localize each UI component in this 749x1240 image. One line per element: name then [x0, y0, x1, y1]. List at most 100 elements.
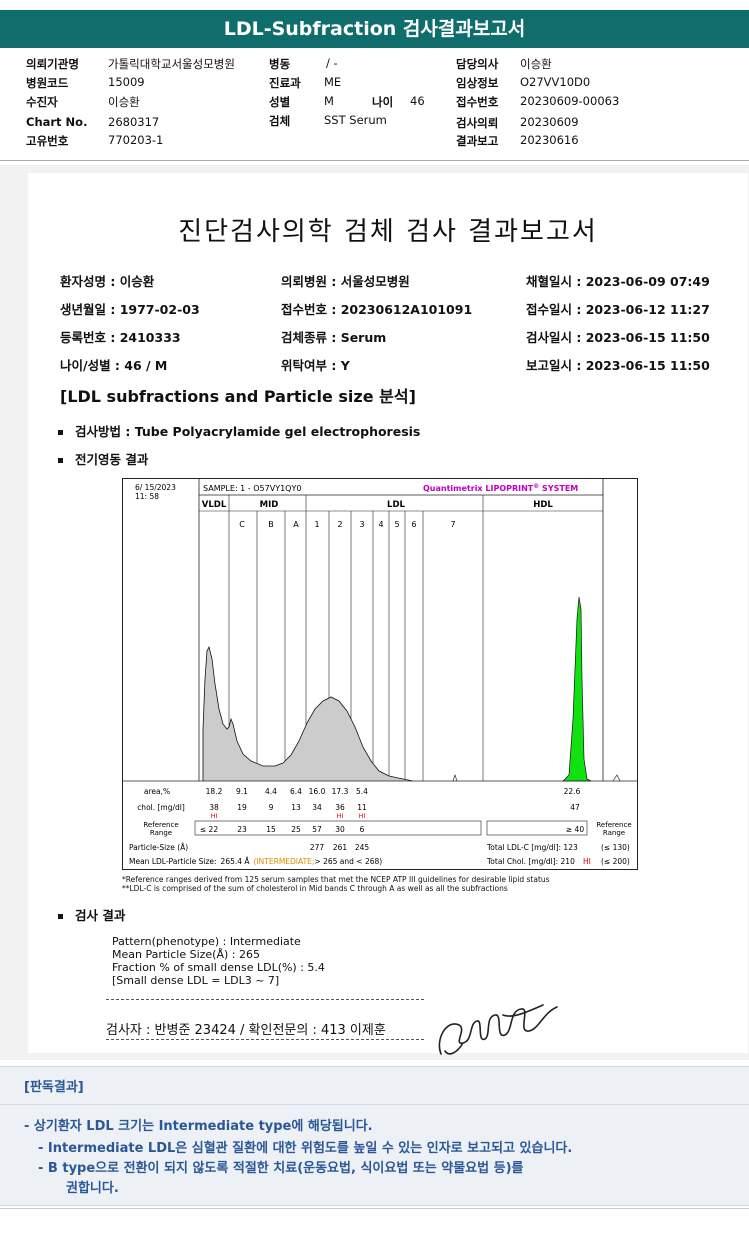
field-label: 검체 [269, 114, 291, 128]
info-test-time: 검사일시 : 2023-06-15 11:50 [526, 330, 710, 345]
svg-text:277: 277 [310, 843, 325, 852]
mean-text: Mean LDL-Particle Size: 265.4 Å (INTERMEDI… [129, 857, 382, 866]
field-label: 진료과 [269, 76, 301, 90]
svg-text:23: 23 [237, 825, 247, 834]
divider [0, 160, 749, 161]
svg-text:57: 57 [312, 825, 322, 834]
result-head: 검사 결과 [75, 908, 126, 923]
svg-text:5.4: 5.4 [356, 787, 368, 796]
field-value: ME [324, 75, 342, 89]
reference-row: Reference Range Reference Range ≤ 22 23 … [143, 820, 632, 837]
svg-text:15: 15 [266, 825, 276, 834]
info-registration: 등록번호 : 2410333 [60, 330, 181, 345]
report-paper: 진단검사의학 검체 검사 결과보고서 환자성명 : 이승환 의뢰병원 : 서울성… [28, 173, 748, 1055]
info-age-sex: 나이/성별 : 46 / M [60, 358, 168, 373]
svg-text:HI: HI [337, 812, 344, 820]
chart-system: Quantimetrix LIPOPRINT® SYSTEM [423, 483, 578, 493]
field-value: 20230609 [520, 115, 579, 129]
svg-text:36: 36 [335, 803, 345, 812]
info-specimen: 검체종류 : Serum [281, 330, 387, 345]
svg-text:34: 34 [312, 803, 322, 812]
footnote: **LDL-C is comprised of the sum of chole… [122, 884, 508, 893]
field-value: / - [326, 56, 338, 70]
dashed-divider [106, 1039, 424, 1040]
group-label-mid: MID [260, 500, 279, 510]
ref-label-hdl-1: Reference [596, 821, 631, 829]
bullet-dot [58, 430, 63, 435]
svg-text:245: 245 [355, 843, 370, 852]
interpretation-line: 권합니다. [66, 1181, 119, 1196]
band-label-b: B [268, 520, 274, 529]
result-line: Pattern(phenotype) : Intermediate [112, 935, 301, 948]
svg-text:13: 13 [291, 803, 301, 812]
result-head-line: 검사 결과 [58, 905, 125, 924]
field-label: 임상정보 [456, 76, 499, 90]
panel-divider [0, 1104, 749, 1105]
bullet-dot [58, 914, 63, 919]
svg-text:HI: HI [359, 812, 366, 820]
svg-text:6: 6 [360, 825, 365, 834]
band-label-c: C [239, 520, 245, 529]
svg-text:9: 9 [269, 803, 274, 812]
svg-text:17.3: 17.3 [332, 787, 349, 796]
signature-image [438, 1004, 558, 1055]
field-value: 가톨릭대학교서울성모병원 [108, 57, 235, 71]
svg-text:38: 38 [209, 803, 219, 812]
area-label: area,% [144, 787, 170, 796]
field-value: SST Serum [324, 113, 387, 127]
field-label: 검사의뢰 [456, 116, 499, 130]
band-label-5: 5 [394, 520, 399, 529]
info-collection-time: 채혈일시 : 2023-06-09 07:49 [526, 274, 710, 289]
svg-text:4.4: 4.4 [265, 787, 277, 796]
result-line: [Small dense LDL = LDL3 ~ 7] [112, 974, 280, 987]
svg-text:Total LDL-C [mg/dl]: 123: Total LDL-C [mg/dl]: 123 [486, 843, 578, 852]
group-label-vldl: VLDL [202, 500, 227, 510]
section-title: [LDL subfractions and Particle size 분석] [60, 387, 416, 406]
field-label: 접수번호 [456, 95, 499, 109]
band-label-7: 7 [450, 520, 455, 529]
band-label-6: 6 [411, 520, 416, 529]
field-label: 고유번호 [26, 134, 69, 148]
info-patient-name: 환자성명 : 이승환 [60, 274, 155, 289]
chart-sample: SAMPLE: 1 - O57VY1QY0 [203, 484, 301, 493]
band-label-a: A [293, 520, 299, 529]
result-line: Mean Particle Size(Å) : 265 [112, 948, 260, 961]
interpretation-line: - B type으로 전환이 되지 않도록 적절한 치료(운동요법, 식이요법 … [38, 1161, 524, 1176]
svg-text:Particle-Size (Å): Particle-Size (Å) [129, 843, 188, 852]
method-text: 검사방법 : Tube Polyacrylamide gel electroph… [75, 424, 421, 439]
band-labels: C B A 1 2 3 4 5 6 7 [239, 520, 455, 529]
field-value: 770203-1 [108, 133, 164, 147]
dashed-divider [106, 999, 424, 1000]
result-block: Pattern(phenotype) : Intermediate Mean P… [112, 935, 325, 987]
field-value: 20230616 [520, 133, 579, 147]
lipoprint-chart: 6/ 15/2023 11: 58 SAMPLE: 1 - O57VY1QY0 … [122, 478, 638, 870]
field-label: 병동 [269, 57, 291, 71]
field-label: 수진자 [26, 95, 58, 109]
field-label: 나이 [372, 95, 394, 109]
svg-text:Total Chol. [mg/dl]: 210: Total Chol. [mg/dl]: 210 [486, 857, 575, 866]
band-label-1: 1 [314, 520, 319, 529]
signer-line: 검사자 : 반병준 23424 / 확인전문의 : 413 이제훈 [106, 1023, 386, 1038]
svg-text:(≤ 130): (≤ 130) [601, 843, 630, 852]
electro-text: 전기영동 결과 [75, 452, 149, 467]
svg-text:(≤ 200): (≤ 200) [601, 857, 630, 866]
field-label: 담당의사 [456, 57, 499, 71]
svg-text:22.6: 22.6 [564, 787, 581, 796]
band-boundaries [228, 495, 484, 781]
field-label: 의뢰기관명 [26, 57, 79, 71]
patient-header-info: 의뢰기관명 가톨릭대학교서울성모병원 병원코드 15009 수진자 이승환 Ch… [0, 54, 749, 154]
svg-text:11: 11 [357, 803, 367, 812]
svg-text:≥ 40: ≥ 40 [566, 825, 584, 834]
field-value: 46 [410, 94, 425, 108]
svg-text:30: 30 [335, 825, 345, 834]
svg-text:25: 25 [291, 825, 301, 834]
ref-label-hdl-2: Range [603, 829, 625, 837]
svg-text:261: 261 [333, 843, 348, 852]
svg-text:HI: HI [211, 812, 218, 820]
band-label-2: 2 [337, 520, 342, 529]
divider [0, 1208, 749, 1209]
lipoprint-svg: 6/ 15/2023 11: 58 SAMPLE: 1 - O57VY1QY0 … [123, 479, 637, 866]
info-hospital: 의뢰병원 : 서울성모병원 [281, 274, 410, 289]
field-value: O27VV10D0 [520, 75, 591, 89]
svg-text:9.1: 9.1 [236, 787, 248, 796]
